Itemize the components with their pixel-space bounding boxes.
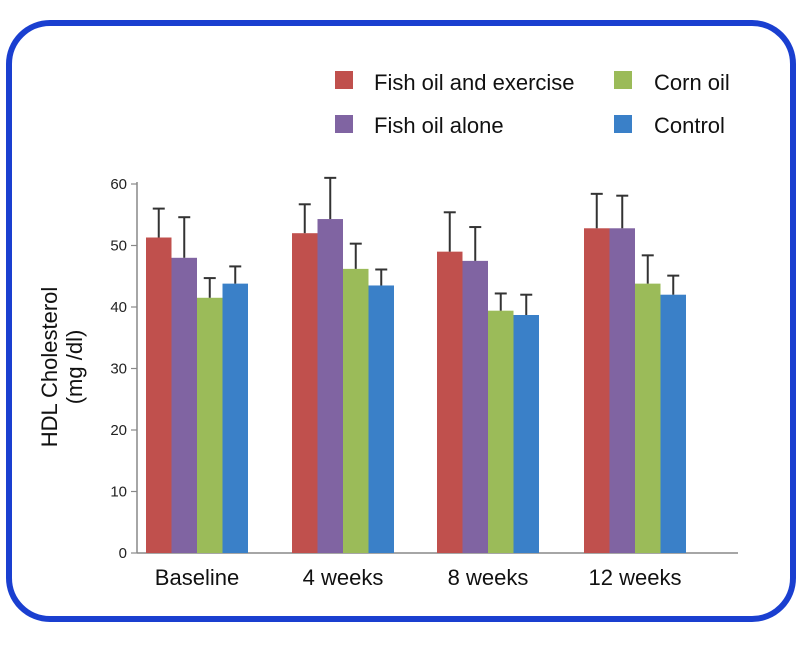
- legend-swatch-control: [614, 115, 632, 133]
- bar-corn-oil-baseline: [197, 297, 223, 553]
- legend: Fish oil and exercise Fish oil alone Cor…: [335, 70, 730, 138]
- x-tick-label-4-weeks: 4 weeks: [303, 565, 384, 590]
- bar-control-4-weeks: [368, 285, 394, 553]
- bar-fish-oil-alone-4-weeks: [317, 219, 343, 553]
- legend-swatch-corn-oil: [614, 71, 632, 89]
- x-tick-label-12-weeks: 12 weeks: [589, 565, 682, 590]
- legend-label-corn-oil: Corn oil: [654, 70, 730, 95]
- y-tick-label-20: 20: [110, 422, 127, 439]
- x-tick-label-baseline: Baseline: [155, 565, 239, 590]
- y-tick-label-40: 40: [110, 299, 127, 316]
- y-tick-label-10: 10: [110, 484, 127, 501]
- y-axis-title-line-1: HDL Cholesterol: [37, 287, 62, 448]
- bar-fish-oil-and-exercise-8-weeks: [437, 251, 463, 553]
- bar-fish-oil-alone-12-weeks: [609, 228, 635, 553]
- bar-control-baseline: [222, 283, 248, 553]
- y-axis-title-line-2: (mg /dl): [62, 330, 87, 405]
- y-tick-label-50: 50: [110, 238, 127, 255]
- y-tick-label-30: 30: [110, 361, 127, 378]
- bar-fish-oil-and-exercise-baseline: [146, 237, 172, 553]
- legend-swatch-fish-oil-alone: [335, 115, 353, 133]
- plot-area: 0 10 20 30 40 50 60 Baseline 4 weeks 8 weeks 12 we…: [110, 176, 738, 590]
- bar-fish-oil-alone-8-weeks: [462, 260, 488, 553]
- legend-label-control: Control: [654, 113, 725, 138]
- legend-label-fish-oil-and-exercise: Fish oil and exercise: [374, 70, 575, 95]
- bar-fish-oil-and-exercise-4-weeks: [292, 233, 318, 553]
- x-tick-label-8-weeks: 8 weeks: [448, 565, 529, 590]
- bar-control-8-weeks: [513, 314, 539, 553]
- bar-corn-oil-4-weeks: [343, 268, 369, 553]
- y-tick-label-60: 60: [110, 176, 127, 193]
- bar-fish-oil-and-exercise-12-weeks: [584, 228, 610, 553]
- bar-fish-oil-alone-baseline: [171, 257, 197, 553]
- bar-corn-oil-8-weeks: [488, 310, 514, 553]
- legend-swatch-fish-oil-and-exercise: [335, 71, 353, 89]
- bar-control-12-weeks: [660, 294, 686, 553]
- y-axis-title: HDL Cholesterol (mg /dl): [37, 287, 87, 448]
- legend-label-fish-oil-alone: Fish oil alone: [374, 113, 504, 138]
- bar-corn-oil-12-weeks: [635, 283, 661, 553]
- y-tick-label-0: 0: [119, 545, 127, 562]
